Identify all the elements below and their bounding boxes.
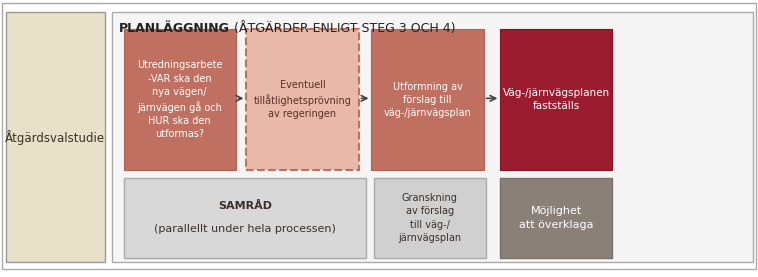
FancyBboxPatch shape	[246, 29, 359, 170]
Text: Utformning av
förslag till
väg-/järnvägsplan: Utformning av förslag till väg-/järnvägs…	[384, 81, 471, 118]
FancyBboxPatch shape	[500, 29, 612, 170]
Text: Granskning
av förslag
till väg-/
järnvägsplan: Granskning av förslag till väg-/ järnväg…	[398, 193, 462, 243]
Text: Möjlighet
att överklaga: Möjlighet att överklaga	[519, 206, 594, 230]
Text: Eventuell
tillåtlighetsprövning
av regeringen: Eventuell tillåtlighetsprövning av reger…	[253, 80, 352, 119]
FancyBboxPatch shape	[500, 178, 612, 258]
FancyBboxPatch shape	[124, 29, 236, 170]
Text: (parallellt under hela processen): (parallellt under hela processen)	[154, 224, 336, 234]
FancyBboxPatch shape	[112, 12, 753, 262]
Text: Väg-/järnvägsplanen
fastställs: Väg-/järnvägsplanen fastställs	[503, 88, 610, 111]
Text: PLANLÄGGNING: PLANLÄGGNING	[119, 22, 230, 35]
Text: SAMRÅD: SAMRÅD	[218, 201, 272, 211]
FancyBboxPatch shape	[371, 29, 484, 170]
Text: (ÅTGÄRDER ENLIGT STEG 3 OCH 4): (ÅTGÄRDER ENLIGT STEG 3 OCH 4)	[230, 22, 456, 35]
FancyBboxPatch shape	[374, 178, 486, 258]
FancyBboxPatch shape	[124, 178, 366, 258]
FancyBboxPatch shape	[6, 12, 105, 262]
Text: Utredningsarbete
-VAR ska den
nya vägen/
järnvägen gå och
HUR ska den
utformas?: Utredningsarbete -VAR ska den nya vägen/…	[137, 60, 222, 139]
FancyBboxPatch shape	[2, 3, 756, 269]
Text: Åtgärdsvalstudie: Åtgärdsvalstudie	[5, 130, 105, 145]
